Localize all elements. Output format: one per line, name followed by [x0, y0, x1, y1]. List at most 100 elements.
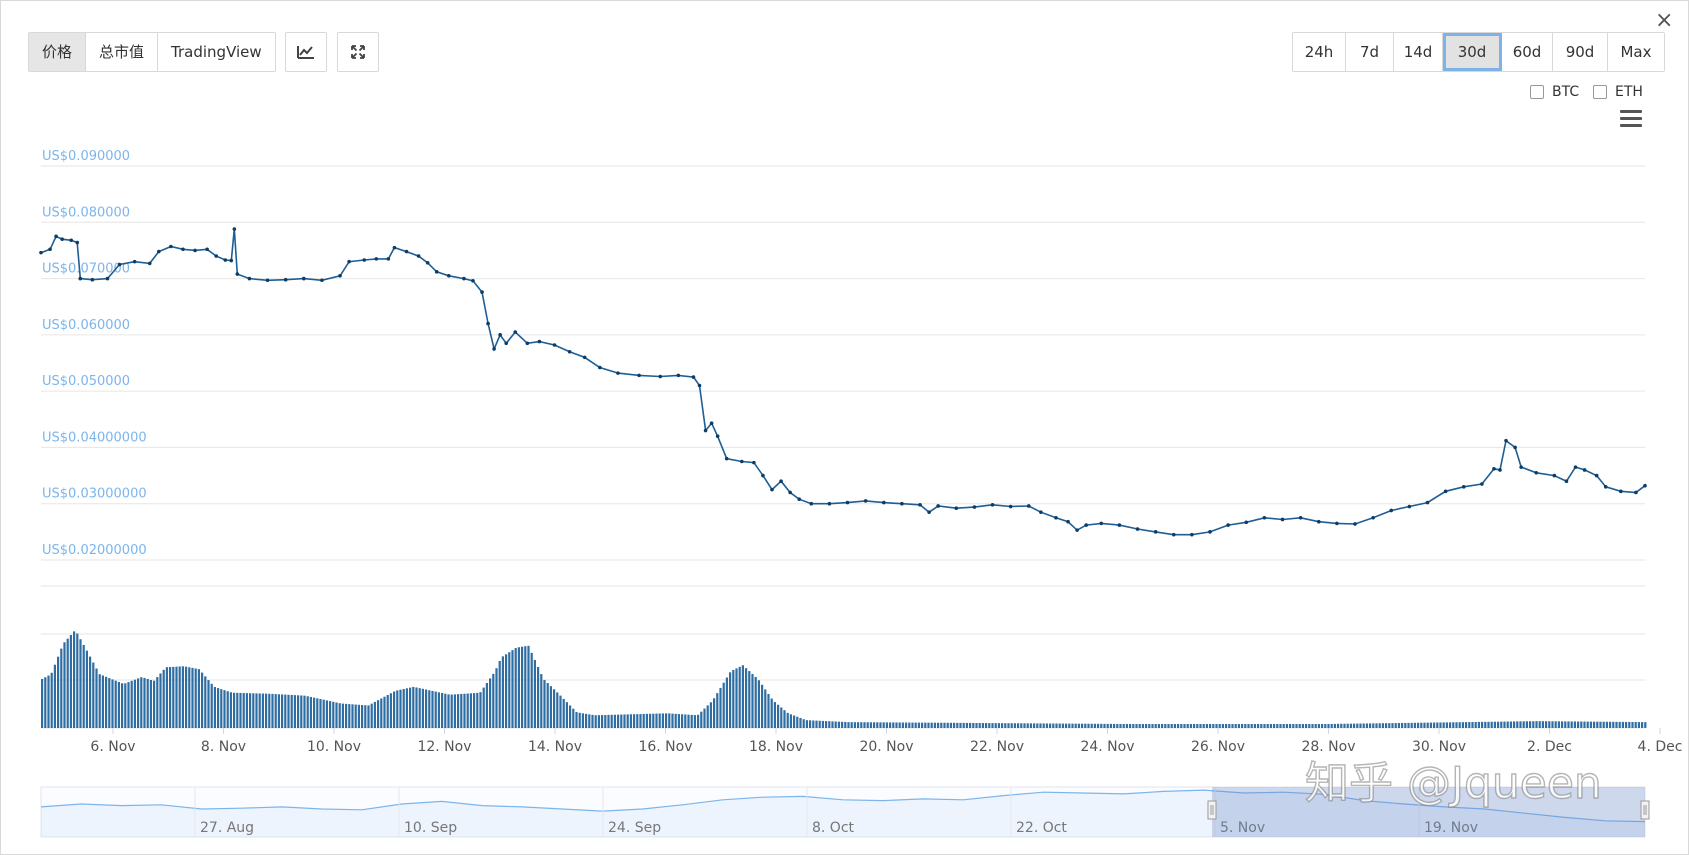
volume-bar — [981, 723, 984, 728]
volume-bar — [287, 694, 290, 728]
volume-bar — [1244, 724, 1247, 728]
line-chart-button[interactable] — [285, 32, 327, 72]
volume-bar — [1084, 723, 1087, 728]
volume-bar — [1186, 724, 1189, 728]
navigator-handle[interactable] — [1207, 800, 1217, 820]
volume-bar — [393, 691, 396, 728]
navigator-handle[interactable] — [1640, 800, 1650, 820]
volume-bar — [335, 702, 338, 728]
volume-bar — [1029, 723, 1032, 728]
compare-btc[interactable]: BTC — [1530, 84, 1579, 100]
volume-bar — [613, 714, 616, 728]
volume-bar — [386, 694, 389, 728]
price-point — [598, 365, 602, 370]
tab-market-cap[interactable]: 总市值 — [86, 33, 159, 71]
volume-bar — [1093, 723, 1096, 728]
volume-bar — [847, 722, 850, 728]
price-point — [1534, 470, 1539, 475]
volume-bar — [1103, 723, 1106, 728]
volume-bar — [57, 656, 60, 728]
volume-bar — [284, 694, 287, 728]
volume-bar — [946, 722, 949, 728]
range-60d-button[interactable]: 60d — [1502, 33, 1553, 71]
volume-bar — [220, 689, 223, 728]
volume-bar — [933, 722, 936, 728]
volume-bar — [655, 713, 658, 728]
volume-bar — [1125, 724, 1128, 728]
volume-bar — [44, 677, 47, 728]
tab-tradingview[interactable]: TradingView — [158, 33, 275, 71]
volume-bar — [1151, 724, 1154, 728]
volume-bar — [1023, 723, 1026, 728]
y-tick-label: US$0.02000000 — [42, 543, 147, 558]
navigator-track — [40, 786, 1646, 838]
volume-bar — [693, 715, 696, 728]
volume-bar — [1049, 723, 1052, 728]
volume-bar — [1346, 723, 1349, 728]
volume-bar — [405, 688, 408, 728]
compare-eth[interactable]: ETH — [1593, 84, 1643, 100]
chart-menu-icon[interactable] — [1620, 110, 1642, 128]
volume-bar — [351, 704, 354, 728]
volume-bar — [805, 720, 808, 728]
range-24h-button[interactable]: 24h — [1293, 33, 1346, 71]
navigator-tick-label: 10. Sep — [404, 820, 457, 836]
price-point — [990, 503, 995, 507]
volume-bar — [821, 720, 824, 728]
price-point — [247, 276, 252, 281]
volume-bar — [1394, 723, 1397, 728]
volume-bar — [338, 703, 341, 728]
y-tick-label: US$0.03000000 — [42, 487, 147, 502]
price-point — [616, 371, 620, 375]
tab-price[interactable]: 价格 — [29, 33, 87, 71]
volume-bar — [108, 678, 111, 728]
volume-bar — [79, 639, 82, 728]
volume-bar — [1004, 723, 1007, 728]
btc-checkbox[interactable] — [1530, 85, 1544, 99]
volume-bar — [636, 714, 639, 728]
range-max-button[interactable]: Max — [1608, 33, 1664, 71]
range-90d-button[interactable]: 90d — [1553, 33, 1608, 71]
volume-bar — [546, 683, 549, 728]
eth-checkbox[interactable] — [1593, 85, 1607, 99]
volume-bar — [412, 686, 415, 728]
volume-bar — [1087, 723, 1090, 728]
range-30d-button[interactable]: 30d — [1443, 33, 1502, 71]
volume-bar — [1071, 723, 1074, 728]
volume-bar — [799, 717, 802, 728]
volume-bar — [687, 714, 690, 728]
volume-bar — [1321, 724, 1324, 728]
volume-bar — [421, 688, 424, 728]
range-14d-button[interactable]: 14d — [1394, 33, 1443, 71]
navigator-tick-label: 22. Oct — [1016, 820, 1067, 836]
volume-bar — [930, 722, 933, 728]
volume-bar — [1449, 722, 1452, 728]
expand-button[interactable] — [337, 32, 379, 72]
volume-bar — [1167, 724, 1170, 728]
volume-bar — [1420, 722, 1423, 728]
volume-bar — [527, 645, 530, 728]
volume-bar — [882, 722, 885, 728]
navigator-selection[interactable] — [1212, 787, 1645, 837]
volume-bar — [1410, 722, 1413, 728]
range-7d-button[interactable]: 7d — [1346, 33, 1394, 71]
volume-bar — [1247, 724, 1250, 728]
x-tick-label: 24. Nov — [1080, 739, 1134, 755]
volume-bar — [1599, 721, 1602, 728]
volume-bar — [1138, 724, 1141, 728]
volume-bar — [1001, 723, 1004, 728]
price-point — [1389, 508, 1394, 513]
volume-bar — [1074, 723, 1077, 728]
price-point — [69, 238, 74, 243]
price-point — [39, 250, 43, 255]
volume-bar — [812, 720, 815, 728]
volume-bar — [409, 687, 412, 728]
close-icon[interactable]: × — [1655, 8, 1674, 33]
price-point — [434, 270, 439, 274]
volume-bar — [1461, 722, 1464, 728]
navigator-series-line — [40, 789, 1646, 823]
price-point — [320, 278, 324, 283]
price-point — [374, 257, 379, 261]
price-point — [205, 247, 209, 252]
price-point — [232, 227, 237, 231]
